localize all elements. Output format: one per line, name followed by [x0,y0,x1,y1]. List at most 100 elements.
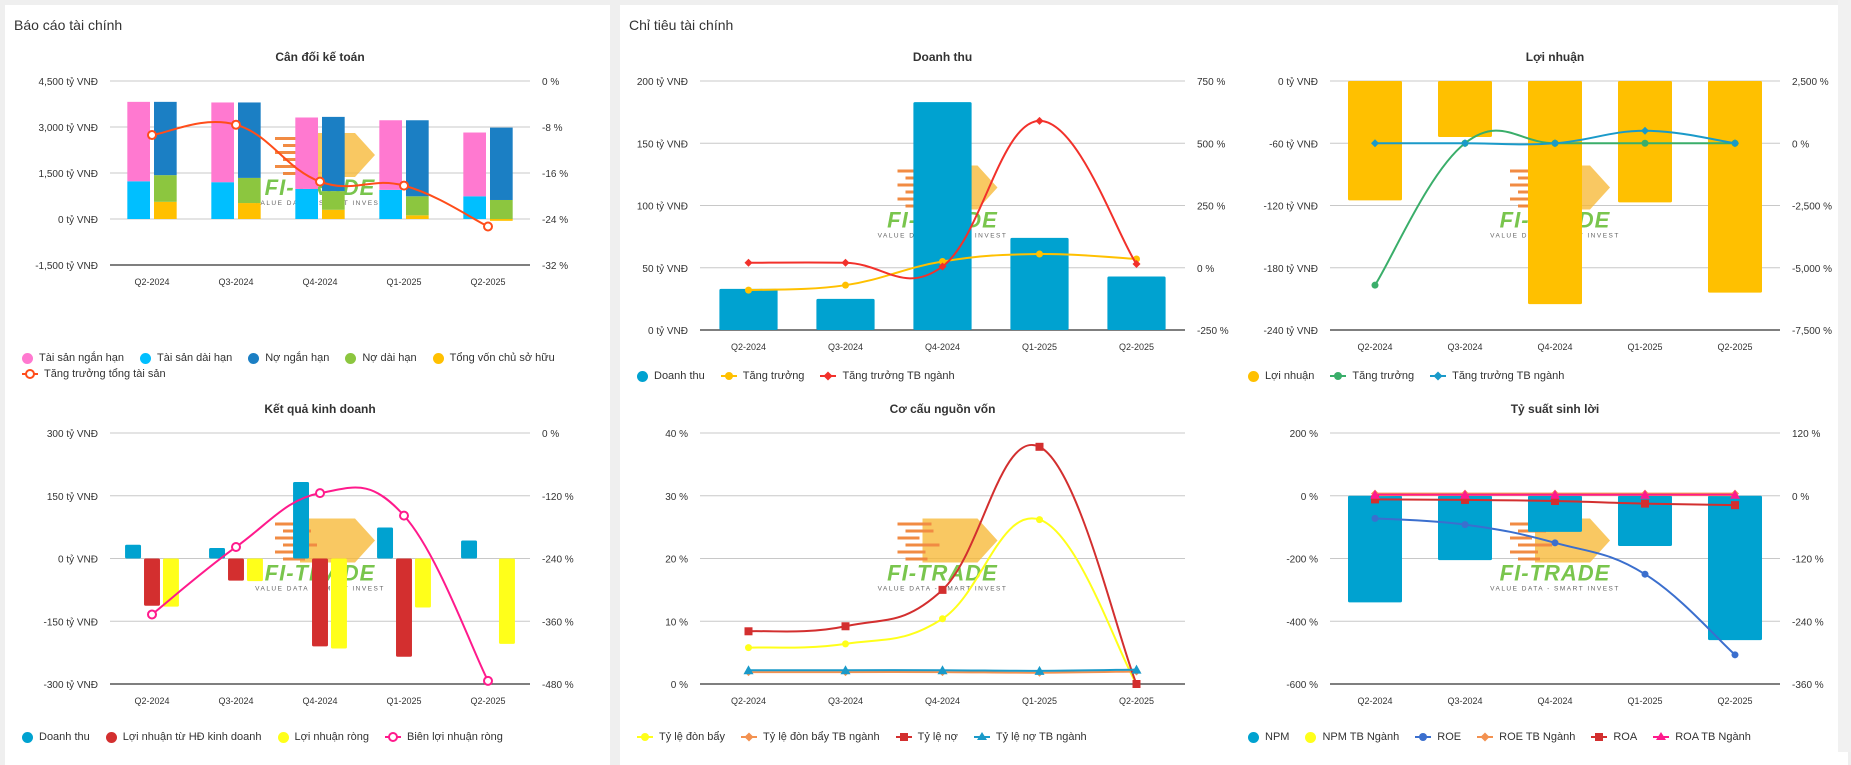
tang-truong-marker[interactable] [1372,282,1379,289]
bien-loi-nhuan-rong-marker[interactable] [232,543,240,551]
bar-tai-san-dai-han[interactable] [211,182,234,219]
bar-loi-nhuan-tu-hd-kinh-doanh[interactable] [144,559,160,606]
bar-no-dai-han[interactable] [406,196,429,215]
bar-doanh-thu[interactable] [293,482,309,559]
roe-marker[interactable] [1552,539,1559,546]
bar-no-dai-han[interactable] [154,175,177,202]
bar-no-ngan-han[interactable] [490,128,513,200]
tang-truong-tb-nganh-marker[interactable] [745,259,753,267]
roa-marker[interactable] [1731,501,1739,509]
legend-item-tong-von-chu-so-huu[interactable]: Tổng vốn chủ sở hữu [433,352,555,364]
bar-loi-nhuan-rong[interactable] [331,559,347,649]
bar-doanh-thu[interactable] [816,299,874,330]
ty-le-don-bay-marker[interactable] [939,615,946,622]
legend-item-loi-nhuan[interactable]: Lợi nhuận [1248,370,1314,382]
legend-item-ty-le-don-bay-tb-nganh[interactable]: Tỷ lệ đòn bẩy TB ngành [741,731,880,743]
legend-item-ty-le-no-tb-nganh[interactable]: Tỷ lệ nợ TB ngành [974,731,1087,743]
bar-doanh-thu[interactable] [377,528,393,559]
roe-marker[interactable] [1732,651,1739,658]
tang-truong-tong-tai-san-marker[interactable] [316,178,324,186]
ty-le-don-bay-marker[interactable] [1036,516,1043,523]
bien-loi-nhuan-rong-marker[interactable] [400,512,408,520]
bar-loi-nhuan-tu-hd-kinh-doanh[interactable] [396,559,412,657]
legend-item-no-dai-han[interactable]: Nợ dài hạn [345,352,416,364]
tang-truong-tb-nganh-marker[interactable] [1036,117,1044,125]
legend-item-loi-nhuan-tu-hd-kinh-doanh[interactable]: Lợi nhuận từ HĐ kinh doanh [106,731,262,743]
legend-item-doanh-thu[interactable]: Doanh thu [22,731,90,743]
bar-no-dai-han[interactable] [322,191,345,210]
bar-npm[interactable] [1708,496,1762,640]
bar-tai-san-dai-han[interactable] [379,190,402,219]
bar-tai-san-ngan-han[interactable] [211,102,234,182]
tang-truong-tong-tai-san-marker[interactable] [484,222,492,230]
bar-loi-nhuan-tu-hd-kinh-doanh[interactable] [228,559,244,581]
roa-marker[interactable] [1641,500,1649,508]
tang-truong-tb-nganh-marker[interactable] [842,259,850,267]
bar-tong-von-chu-so-huu[interactable] [238,203,261,219]
tang-truong-marker[interactable] [842,282,849,289]
legend-item-tang-truong[interactable]: Tăng trưởng [721,370,805,382]
bar-doanh-thu[interactable] [125,545,141,559]
tang-truong-tong-tai-san-marker[interactable] [400,182,408,190]
bar-no-ngan-han[interactable] [322,117,345,191]
bar-tai-san-dai-han[interactable] [127,181,150,219]
bar-doanh-thu[interactable] [461,541,477,559]
legend-item-no-ngan-han[interactable]: Nợ ngắn hạn [248,352,329,364]
bar-npm[interactable] [1348,496,1402,603]
bar-tai-san-ngan-han[interactable] [127,102,150,181]
ty-le-no-marker[interactable] [745,627,753,635]
tang-truong-marker[interactable] [745,287,752,294]
bar-loi-nhuan[interactable] [1708,81,1762,293]
bar-doanh-thu[interactable] [1107,276,1165,330]
bar-loi-nhuan-rong[interactable] [415,559,431,608]
ty-le-no-marker[interactable] [842,622,850,630]
bar-no-dai-han[interactable] [238,178,261,203]
legend-item-doanh-thu[interactable]: Doanh thu [637,370,705,382]
bar-no-dai-han[interactable] [490,200,513,219]
bar-loi-nhuan-tu-hd-kinh-doanh[interactable] [312,559,328,647]
roe-marker[interactable] [1462,521,1469,528]
bar-tai-san-ngan-han[interactable] [463,133,486,197]
bar-no-ngan-han[interactable] [238,102,261,177]
roe-marker[interactable] [1372,515,1379,522]
bar-loi-nhuan-rong[interactable] [499,559,515,644]
bar-tong-von-chu-so-huu[interactable] [322,210,345,219]
bar-tong-von-chu-so-huu[interactable] [154,202,177,219]
legend-item-npm-tb-nganh[interactable]: NPM TB Ngành [1305,731,1399,743]
bar-loi-nhuan[interactable] [1528,81,1582,304]
legend-item-loi-nhuan-rong[interactable]: Lợi nhuận ròng [278,731,370,743]
ty-le-no-marker[interactable] [1133,680,1141,688]
bien-loi-nhuan-rong-marker[interactable] [484,677,492,685]
bar-doanh-thu[interactable] [913,102,971,330]
legend-item-bien-loi-nhuan-rong[interactable]: Biên lợi nhuận ròng [385,731,503,743]
bar-tai-san-ngan-han[interactable] [379,120,402,190]
bar-doanh-thu[interactable] [719,289,777,330]
legend-item-tai-san-dai-han[interactable]: Tài sản dài hạn [140,352,232,364]
ty-le-no-marker[interactable] [939,586,947,594]
legend-item-tang-truong-tb-nganh[interactable]: Tăng trưởng TB ngành [1430,370,1564,382]
legend-item-tai-san-ngan-han[interactable]: Tài sản ngắn hạn [22,352,124,364]
tang-truong-marker[interactable] [1036,251,1043,258]
legend-item-tang-truong[interactable]: Tăng trưởng [1330,370,1414,382]
legend-item-npm[interactable]: NPM [1248,731,1289,743]
legend-item-roa-tb-nganh[interactable]: ROA TB Ngành [1653,731,1751,743]
ty-le-don-bay-marker[interactable] [745,644,752,651]
bar-tong-von-chu-so-huu[interactable] [490,219,513,221]
legend-item-roa[interactable]: ROA [1591,731,1637,743]
bar-loi-nhuan[interactable] [1438,81,1492,137]
tang-truong-tong-tai-san-marker[interactable] [232,121,240,129]
ty-le-no-marker[interactable] [1036,443,1044,451]
legend-item-tang-truong-tb-nganh[interactable]: Tăng trưởng TB ngành [820,370,954,382]
roe-marker[interactable] [1642,571,1649,578]
page-scrollbar[interactable] [1838,0,1851,752]
ty-le-don-bay-marker[interactable] [842,640,849,647]
bar-tong-von-chu-so-huu[interactable] [406,215,429,219]
legend-item-roe[interactable]: ROE [1415,731,1461,743]
bien-loi-nhuan-rong-marker[interactable] [316,489,324,497]
bar-no-ngan-han[interactable] [406,120,429,196]
tang-truong-marker[interactable] [1642,140,1649,147]
tang-truong-tong-tai-san-marker[interactable] [148,131,156,139]
bar-loi-nhuan-rong[interactable] [247,559,263,582]
bar-tai-san-dai-han[interactable] [295,189,318,219]
bien-loi-nhuan-rong-marker[interactable] [148,610,156,618]
